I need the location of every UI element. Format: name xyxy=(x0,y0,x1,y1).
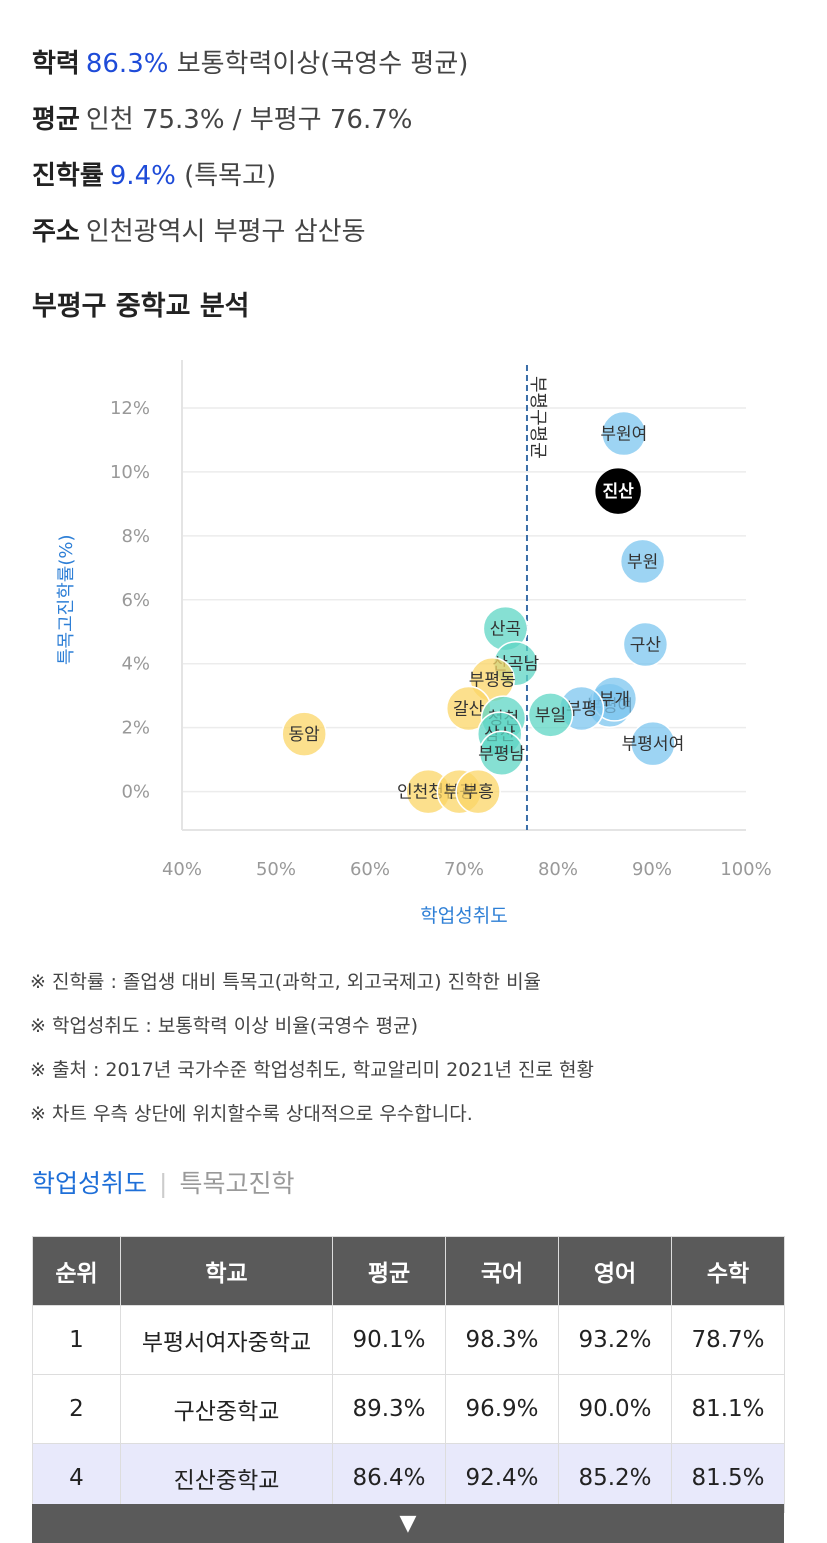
school-cell: 진산중학교 xyxy=(120,1443,333,1513)
math-cell: 78.7% xyxy=(671,1305,785,1375)
note-advance-rate: ※ 진학률 : 졸업생 대비 특목고(과학고, 외고국제고) 진학한 비율 xyxy=(30,971,542,993)
reference-line-label: 부평구평균 xyxy=(527,376,548,459)
school-point xyxy=(455,768,501,815)
x-tick-label: 40% xyxy=(162,859,202,880)
achievement-row: 학력 86.3% 보통학력이상(국영수 평균) xyxy=(32,36,468,92)
point-label: 부평동 xyxy=(469,671,516,691)
y-axis-title: 특목고진학률(%) xyxy=(56,535,77,666)
english-cell: 85.2% xyxy=(558,1443,672,1513)
chevron-down-icon: ▼ xyxy=(399,1511,417,1536)
section-title: 부평구 중학교 분석 xyxy=(32,291,250,322)
header-school: 학교 xyxy=(120,1236,333,1306)
school-point xyxy=(595,468,641,514)
advance-row: 진학률 9.4% (특목고) xyxy=(32,148,468,204)
y-tick-label: 2% xyxy=(121,718,150,739)
average-value: 인천 75.3% / 부평구 76.7% xyxy=(85,105,413,135)
english-cell: 93.2% xyxy=(558,1305,672,1375)
table-row[interactable]: 1 부평서여자중학교 90.1% 98.3% 93.2% 78.7% xyxy=(32,1305,785,1375)
average-row: 평균 인천 75.3% / 부평구 76.7% xyxy=(32,92,468,148)
point-label: 산곡 xyxy=(490,620,521,640)
address-label: 주소 xyxy=(32,217,80,247)
school-point xyxy=(630,720,676,767)
expand-table-button[interactable]: ▼ xyxy=(32,1504,784,1543)
x-axis-title: 학업성취도 xyxy=(420,905,507,927)
x-tick-label: 90% xyxy=(632,859,672,880)
school-point xyxy=(527,692,574,738)
point-label: 부개 xyxy=(599,690,630,710)
y-tick-label: 6% xyxy=(121,590,150,611)
rank-cell: 2 xyxy=(32,1374,121,1444)
y-tick-label: 0% xyxy=(121,782,150,803)
ranking-tabs: 학업성취도 | 특목고진학 xyxy=(32,1164,294,1200)
note-achievement: ※ 학업성취도 : 보통학력 이상 비율(국영수 평균) xyxy=(30,1015,419,1037)
table-row[interactable]: 2 구산중학교 89.3% 96.9% 90.0% 81.1% xyxy=(32,1374,785,1444)
school-cell: 부평서여자중학교 xyxy=(120,1305,333,1375)
average-label: 평균 xyxy=(32,105,80,135)
math-cell: 81.5% xyxy=(671,1443,785,1513)
header-rank: 순위 xyxy=(32,1236,121,1306)
x-tick-label: 70% xyxy=(444,859,484,880)
x-tick-label: 60% xyxy=(350,859,390,880)
point-label: 진산 xyxy=(603,482,635,502)
address-value: 인천광역시 부평구 삼산동 xyxy=(85,217,366,247)
table-header-row: 순위 학교 평균 국어 영어 수학 xyxy=(32,1236,785,1306)
korean-cell: 92.4% xyxy=(445,1443,559,1513)
y-tick-label: 12% xyxy=(110,398,150,419)
x-tick-label: 80% xyxy=(538,859,578,880)
point-label: 부평서여 xyxy=(622,735,685,755)
point-label: 갈산 xyxy=(453,700,485,720)
point-label: 동암 xyxy=(289,725,321,745)
note-source: ※ 출처 : 2017년 국가수준 학업성취도, 학교알리미 2021년 진로 … xyxy=(30,1059,594,1081)
header-english: 영어 xyxy=(558,1236,672,1306)
header-average: 평균 xyxy=(332,1236,446,1306)
tab-advance[interactable]: 특목고진학 xyxy=(179,1169,295,1198)
point-label: 부일 xyxy=(535,706,566,726)
y-tick-label: 10% xyxy=(110,462,150,483)
y-tick-label: 4% xyxy=(121,654,150,675)
achievement-label: 학력 xyxy=(32,49,80,79)
advance-label: 진학률 xyxy=(32,161,104,191)
rank-cell: 4 xyxy=(32,1443,121,1513)
y-tick-label: 8% xyxy=(121,526,150,547)
school-point xyxy=(601,410,647,457)
math-cell: 81.1% xyxy=(671,1374,785,1444)
korean-cell: 96.9% xyxy=(445,1374,559,1444)
advance-desc: (특목고) xyxy=(184,161,277,191)
notes: ※ 진학률 : 졸업생 대비 특목고(과학고, 외고국제고) 진학한 비율 ※ … xyxy=(30,960,594,1136)
point-label: 구산 xyxy=(630,636,662,656)
header-math: 수학 xyxy=(671,1236,785,1306)
rank-cell: 1 xyxy=(32,1305,121,1375)
x-tick-label: 50% xyxy=(256,859,296,880)
school-point xyxy=(619,538,666,585)
school-point xyxy=(622,621,669,668)
achievement-value: 86.3% xyxy=(85,49,169,79)
scatter-chart-container: 0% 2% 4% 6% 8% 10% 12% 40% 50% 60% 70% 80% 90% 100% 학업… xyxy=(0,340,827,940)
average-cell: 89.3% xyxy=(332,1374,446,1444)
school-point xyxy=(478,730,525,777)
note-position: ※ 차트 우측 상단에 위치할수록 상대적으로 우수합니다. xyxy=(30,1103,473,1125)
scatter-chart: 0% 2% 4% 6% 8% 10% 12% 40% 50% 60% 70% 80% 90% 100% 학업… xyxy=(56,360,772,927)
table-row-current-school[interactable]: 4 진산중학교 86.4% 92.4% 85.2% 81.5% xyxy=(32,1443,785,1513)
english-cell: 90.0% xyxy=(558,1374,672,1444)
point-label: 부원 xyxy=(627,552,658,572)
advance-value: 9.4% xyxy=(109,161,176,191)
tab-separator: | xyxy=(159,1169,168,1198)
school-cell: 구산중학교 xyxy=(120,1374,333,1444)
point-label: 부원여 xyxy=(600,425,647,445)
average-cell: 90.1% xyxy=(332,1305,446,1375)
korean-cell: 98.3% xyxy=(445,1305,559,1375)
header-korean: 국어 xyxy=(445,1236,559,1306)
school-point xyxy=(281,711,327,757)
school-info: 학력 86.3% 보통학력이상(국영수 평균) 평균 인천 75.3% / 부평구 … xyxy=(32,36,468,260)
average-cell: 86.4% xyxy=(332,1443,446,1513)
address-row: 주소 인천광역시 부평구 삼산동 xyxy=(32,204,468,260)
point-label: 부평남 xyxy=(478,744,525,764)
ranking-table: 순위 학교 평균 국어 영어 수학 1 부평서여자중학교 90.1% 98.3%… xyxy=(32,1236,785,1513)
point-label: 부흥 xyxy=(462,783,493,803)
achievement-desc: 보통학력이상(국영수 평균) xyxy=(176,49,469,79)
point-label: 부평 xyxy=(566,700,597,720)
tab-achievement[interactable]: 학업성취도 xyxy=(32,1169,148,1198)
x-tick-label: 100% xyxy=(720,859,771,880)
